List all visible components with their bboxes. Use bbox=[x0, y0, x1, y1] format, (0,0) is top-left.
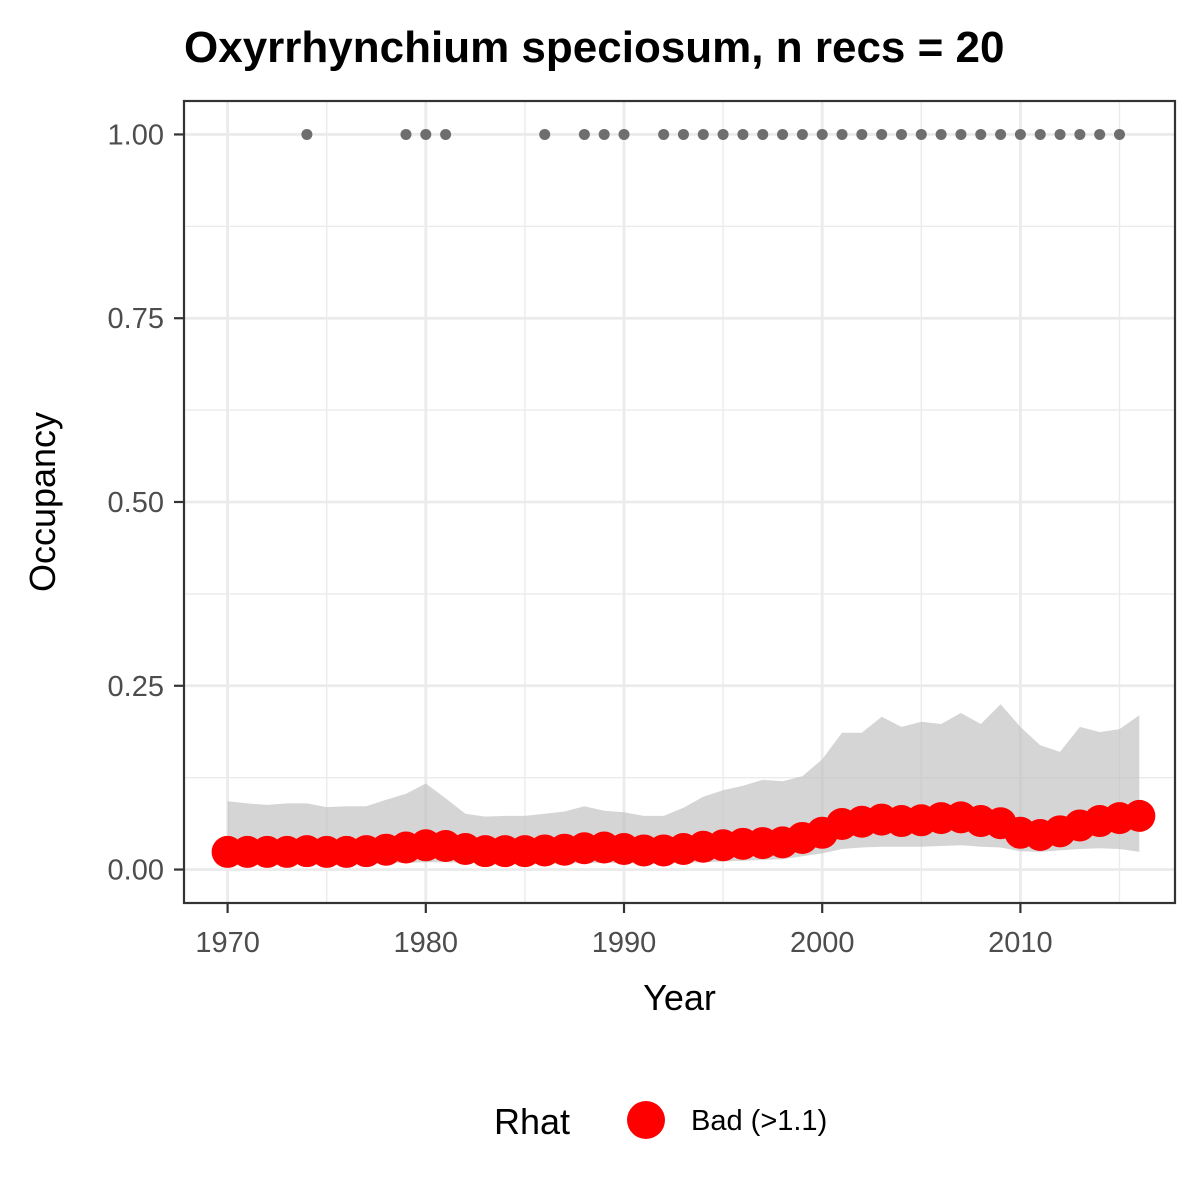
record-point bbox=[1014, 128, 1026, 140]
y-tick-label: 0.00 bbox=[108, 855, 164, 887]
record-point bbox=[777, 128, 789, 140]
record-point bbox=[737, 128, 749, 140]
record-point bbox=[677, 128, 689, 140]
legend-key-bad-rhat bbox=[627, 1101, 665, 1139]
x-tick-label: 2010 bbox=[988, 927, 1053, 959]
record-point bbox=[816, 128, 828, 140]
record-point bbox=[598, 128, 610, 140]
record-point bbox=[539, 128, 551, 140]
mean-points-layer bbox=[211, 799, 1156, 868]
grid-lines bbox=[184, 101, 1175, 903]
x-tick-label: 2000 bbox=[790, 927, 855, 959]
y-axis-title: Occupancy bbox=[22, 412, 63, 592]
record-point bbox=[1034, 128, 1046, 140]
record-point bbox=[935, 128, 947, 140]
x-axis: 1970 1980 1990 2000 2010 bbox=[195, 903, 1053, 959]
record-point bbox=[856, 128, 868, 140]
record-point bbox=[697, 128, 709, 140]
record-points-layer bbox=[301, 128, 1126, 140]
record-point bbox=[1094, 128, 1106, 140]
y-axis: 0.00 0.25 0.50 0.75 1.00 bbox=[108, 119, 184, 887]
record-point bbox=[1074, 128, 1086, 140]
record-point bbox=[400, 128, 412, 140]
record-point bbox=[895, 128, 907, 140]
record-point bbox=[1054, 128, 1066, 140]
record-point bbox=[995, 128, 1007, 140]
record-point bbox=[955, 128, 967, 140]
record-point bbox=[876, 128, 888, 140]
chart-title: Oxyrrhynchium speciosum, n recs = 20 bbox=[184, 23, 1004, 72]
record-point bbox=[618, 128, 630, 140]
record-point bbox=[717, 128, 729, 140]
record-point bbox=[757, 128, 769, 140]
mean-occupancy-point bbox=[1123, 799, 1156, 832]
y-tick-label: 0.25 bbox=[108, 671, 164, 703]
record-point bbox=[578, 128, 590, 140]
record-point bbox=[301, 128, 313, 140]
record-point bbox=[975, 128, 987, 140]
x-axis-title: Year bbox=[643, 977, 716, 1018]
x-tick-label: 1970 bbox=[195, 927, 260, 959]
record-point bbox=[836, 128, 848, 140]
legend-title: Rhat bbox=[494, 1101, 570, 1142]
y-tick-label: 0.50 bbox=[108, 487, 164, 519]
legend: Rhat Bad (>1.1) bbox=[494, 1101, 827, 1142]
x-tick-label: 1990 bbox=[592, 927, 657, 959]
legend-label-bad-rhat: Bad (>1.1) bbox=[691, 1105, 827, 1137]
record-point bbox=[796, 128, 808, 140]
x-tick-label: 1980 bbox=[394, 927, 459, 959]
record-point bbox=[658, 128, 670, 140]
y-tick-label: 0.75 bbox=[108, 303, 164, 335]
record-point bbox=[915, 128, 927, 140]
record-point bbox=[440, 128, 452, 140]
record-point bbox=[1114, 128, 1126, 140]
record-point bbox=[420, 128, 432, 140]
y-tick-label: 1.00 bbox=[108, 119, 164, 151]
